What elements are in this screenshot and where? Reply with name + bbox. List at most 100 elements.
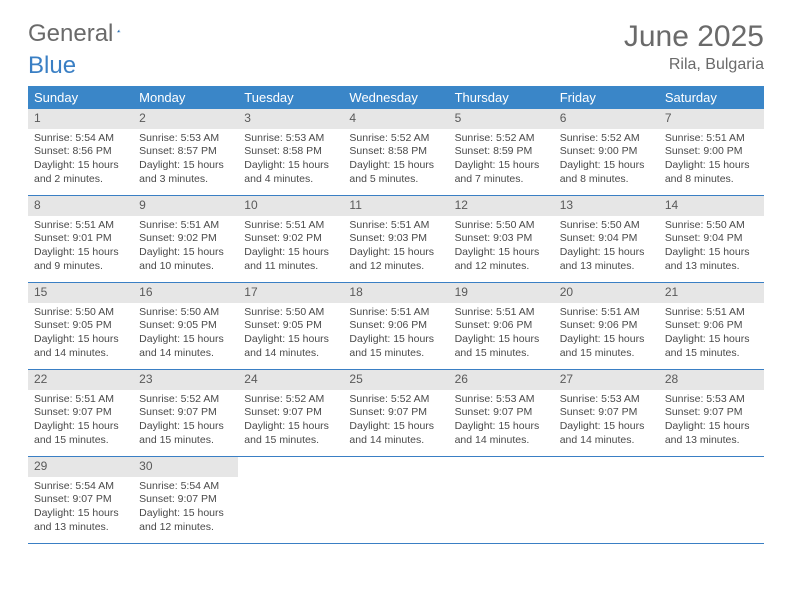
day-line: Sunrise: 5:50 AM — [139, 306, 232, 320]
day-header: Monday — [133, 86, 238, 109]
day-number: 15 — [28, 283, 133, 303]
day-line: Sunrise: 5:51 AM — [34, 219, 127, 233]
day-body: Sunrise: 5:51 AMSunset: 9:06 PMDaylight:… — [554, 303, 659, 367]
day-body: Sunrise: 5:52 AMSunset: 9:07 PMDaylight:… — [238, 390, 343, 454]
calendar-cell: 7Sunrise: 5:51 AMSunset: 9:00 PMDaylight… — [659, 109, 764, 195]
day-line: and 14 minutes. — [349, 434, 442, 448]
day-line: Daylight: 15 hours — [455, 246, 548, 260]
day-line: and 14 minutes. — [139, 347, 232, 361]
day-line: Sunrise: 5:51 AM — [139, 219, 232, 233]
day-line: Sunrise: 5:52 AM — [349, 393, 442, 407]
calendar-cell: 22Sunrise: 5:51 AMSunset: 9:07 PMDayligh… — [28, 370, 133, 456]
logo: General — [28, 20, 141, 48]
day-number: 8 — [28, 196, 133, 216]
day-number: 30 — [133, 457, 238, 477]
day-number: 5 — [449, 109, 554, 129]
day-number: 20 — [554, 283, 659, 303]
day-body: Sunrise: 5:53 AMSunset: 9:07 PMDaylight:… — [449, 390, 554, 454]
day-line: and 3 minutes. — [139, 173, 232, 187]
calendar-cell: 1Sunrise: 5:54 AMSunset: 8:56 PMDaylight… — [28, 109, 133, 195]
calendar-cell: 28Sunrise: 5:53 AMSunset: 9:07 PMDayligh… — [659, 370, 764, 456]
day-line: Sunrise: 5:51 AM — [560, 306, 653, 320]
day-number: 17 — [238, 283, 343, 303]
day-line: Sunset: 9:02 PM — [139, 232, 232, 246]
calendar-cell: 29Sunrise: 5:54 AMSunset: 9:07 PMDayligh… — [28, 457, 133, 543]
day-body: Sunrise: 5:54 AMSunset: 9:07 PMDaylight:… — [133, 477, 238, 541]
day-line: and 12 minutes. — [455, 260, 548, 274]
day-body: Sunrise: 5:51 AMSunset: 9:03 PMDaylight:… — [343, 216, 448, 280]
day-line: Daylight: 15 hours — [139, 420, 232, 434]
day-number: 9 — [133, 196, 238, 216]
day-line: Sunset: 9:07 PM — [455, 406, 548, 420]
day-line: Sunset: 9:03 PM — [455, 232, 548, 246]
calendar-cell: 9Sunrise: 5:51 AMSunset: 9:02 PMDaylight… — [133, 196, 238, 282]
day-line: Sunrise: 5:51 AM — [455, 306, 548, 320]
day-header: Sunday — [28, 86, 133, 109]
calendar-cell: 16Sunrise: 5:50 AMSunset: 9:05 PMDayligh… — [133, 283, 238, 369]
calendar-cell: 6Sunrise: 5:52 AMSunset: 9:00 PMDaylight… — [554, 109, 659, 195]
day-line: Daylight: 15 hours — [455, 333, 548, 347]
calendar-cell — [449, 457, 554, 543]
day-line: Daylight: 15 hours — [34, 420, 127, 434]
day-line: Sunrise: 5:51 AM — [34, 393, 127, 407]
location-label: Rila, Bulgaria — [624, 56, 764, 74]
day-number: 6 — [554, 109, 659, 129]
page-header: General June 2025 Rila, Bulgaria — [0, 0, 792, 78]
day-header: Wednesday — [343, 86, 448, 109]
day-line: Sunset: 8:56 PM — [34, 145, 127, 159]
calendar-cell: 19Sunrise: 5:51 AMSunset: 9:06 PMDayligh… — [449, 283, 554, 369]
day-body: Sunrise: 5:52 AMSunset: 8:58 PMDaylight:… — [343, 129, 448, 193]
day-line: Daylight: 15 hours — [665, 159, 758, 173]
day-line: and 12 minutes. — [139, 521, 232, 535]
day-body: Sunrise: 5:54 AMSunset: 8:56 PMDaylight:… — [28, 129, 133, 193]
day-line: Sunrise: 5:51 AM — [244, 219, 337, 233]
day-line: Sunrise: 5:54 AM — [34, 480, 127, 494]
day-number: 19 — [449, 283, 554, 303]
day-line: Daylight: 15 hours — [560, 333, 653, 347]
calendar-cell: 11Sunrise: 5:51 AMSunset: 9:03 PMDayligh… — [343, 196, 448, 282]
day-number: 21 — [659, 283, 764, 303]
day-line: Sunrise: 5:52 AM — [244, 393, 337, 407]
day-body: Sunrise: 5:50 AMSunset: 9:05 PMDaylight:… — [238, 303, 343, 367]
day-line: Sunset: 9:06 PM — [455, 319, 548, 333]
day-line: Sunset: 9:01 PM — [34, 232, 127, 246]
day-line: Sunrise: 5:50 AM — [244, 306, 337, 320]
day-line: Sunrise: 5:50 AM — [455, 219, 548, 233]
day-line: Sunrise: 5:54 AM — [139, 480, 232, 494]
day-line: and 15 minutes. — [665, 347, 758, 361]
day-number: 3 — [238, 109, 343, 129]
day-line: and 15 minutes. — [349, 347, 442, 361]
day-line: Sunrise: 5:51 AM — [349, 219, 442, 233]
day-line: Sunrise: 5:53 AM — [665, 393, 758, 407]
day-line: Sunset: 9:04 PM — [560, 232, 653, 246]
day-body: Sunrise: 5:53 AMSunset: 9:07 PMDaylight:… — [554, 390, 659, 454]
day-line: Sunrise: 5:50 AM — [665, 219, 758, 233]
page-title: June 2025 — [624, 20, 764, 54]
day-header: Thursday — [449, 86, 554, 109]
calendar-cell — [238, 457, 343, 543]
day-line: Sunset: 9:07 PM — [349, 406, 442, 420]
day-line: Sunrise: 5:53 AM — [455, 393, 548, 407]
day-body: Sunrise: 5:54 AMSunset: 9:07 PMDaylight:… — [28, 477, 133, 541]
day-line: and 7 minutes. — [455, 173, 548, 187]
day-line: and 14 minutes. — [560, 434, 653, 448]
day-line: and 15 minutes. — [455, 347, 548, 361]
day-line: Sunrise: 5:50 AM — [34, 306, 127, 320]
day-line: Sunset: 9:00 PM — [665, 145, 758, 159]
day-line: Sunrise: 5:52 AM — [139, 393, 232, 407]
calendar-cell: 14Sunrise: 5:50 AMSunset: 9:04 PMDayligh… — [659, 196, 764, 282]
day-body: Sunrise: 5:51 AMSunset: 9:06 PMDaylight:… — [449, 303, 554, 367]
day-line: Daylight: 15 hours — [349, 333, 442, 347]
day-header-row: Sunday Monday Tuesday Wednesday Thursday… — [28, 86, 764, 109]
day-line: Sunset: 9:06 PM — [560, 319, 653, 333]
day-line: Sunset: 9:05 PM — [34, 319, 127, 333]
day-line: and 12 minutes. — [349, 260, 442, 274]
day-body: Sunrise: 5:53 AMSunset: 8:57 PMDaylight:… — [133, 129, 238, 193]
day-line: Sunset: 9:05 PM — [244, 319, 337, 333]
day-line: and 14 minutes. — [455, 434, 548, 448]
day-number: 22 — [28, 370, 133, 390]
day-line: Daylight: 15 hours — [139, 507, 232, 521]
calendar-cell: 20Sunrise: 5:51 AMSunset: 9:06 PMDayligh… — [554, 283, 659, 369]
day-body: Sunrise: 5:50 AMSunset: 9:04 PMDaylight:… — [659, 216, 764, 280]
day-line: Sunset: 9:07 PM — [665, 406, 758, 420]
